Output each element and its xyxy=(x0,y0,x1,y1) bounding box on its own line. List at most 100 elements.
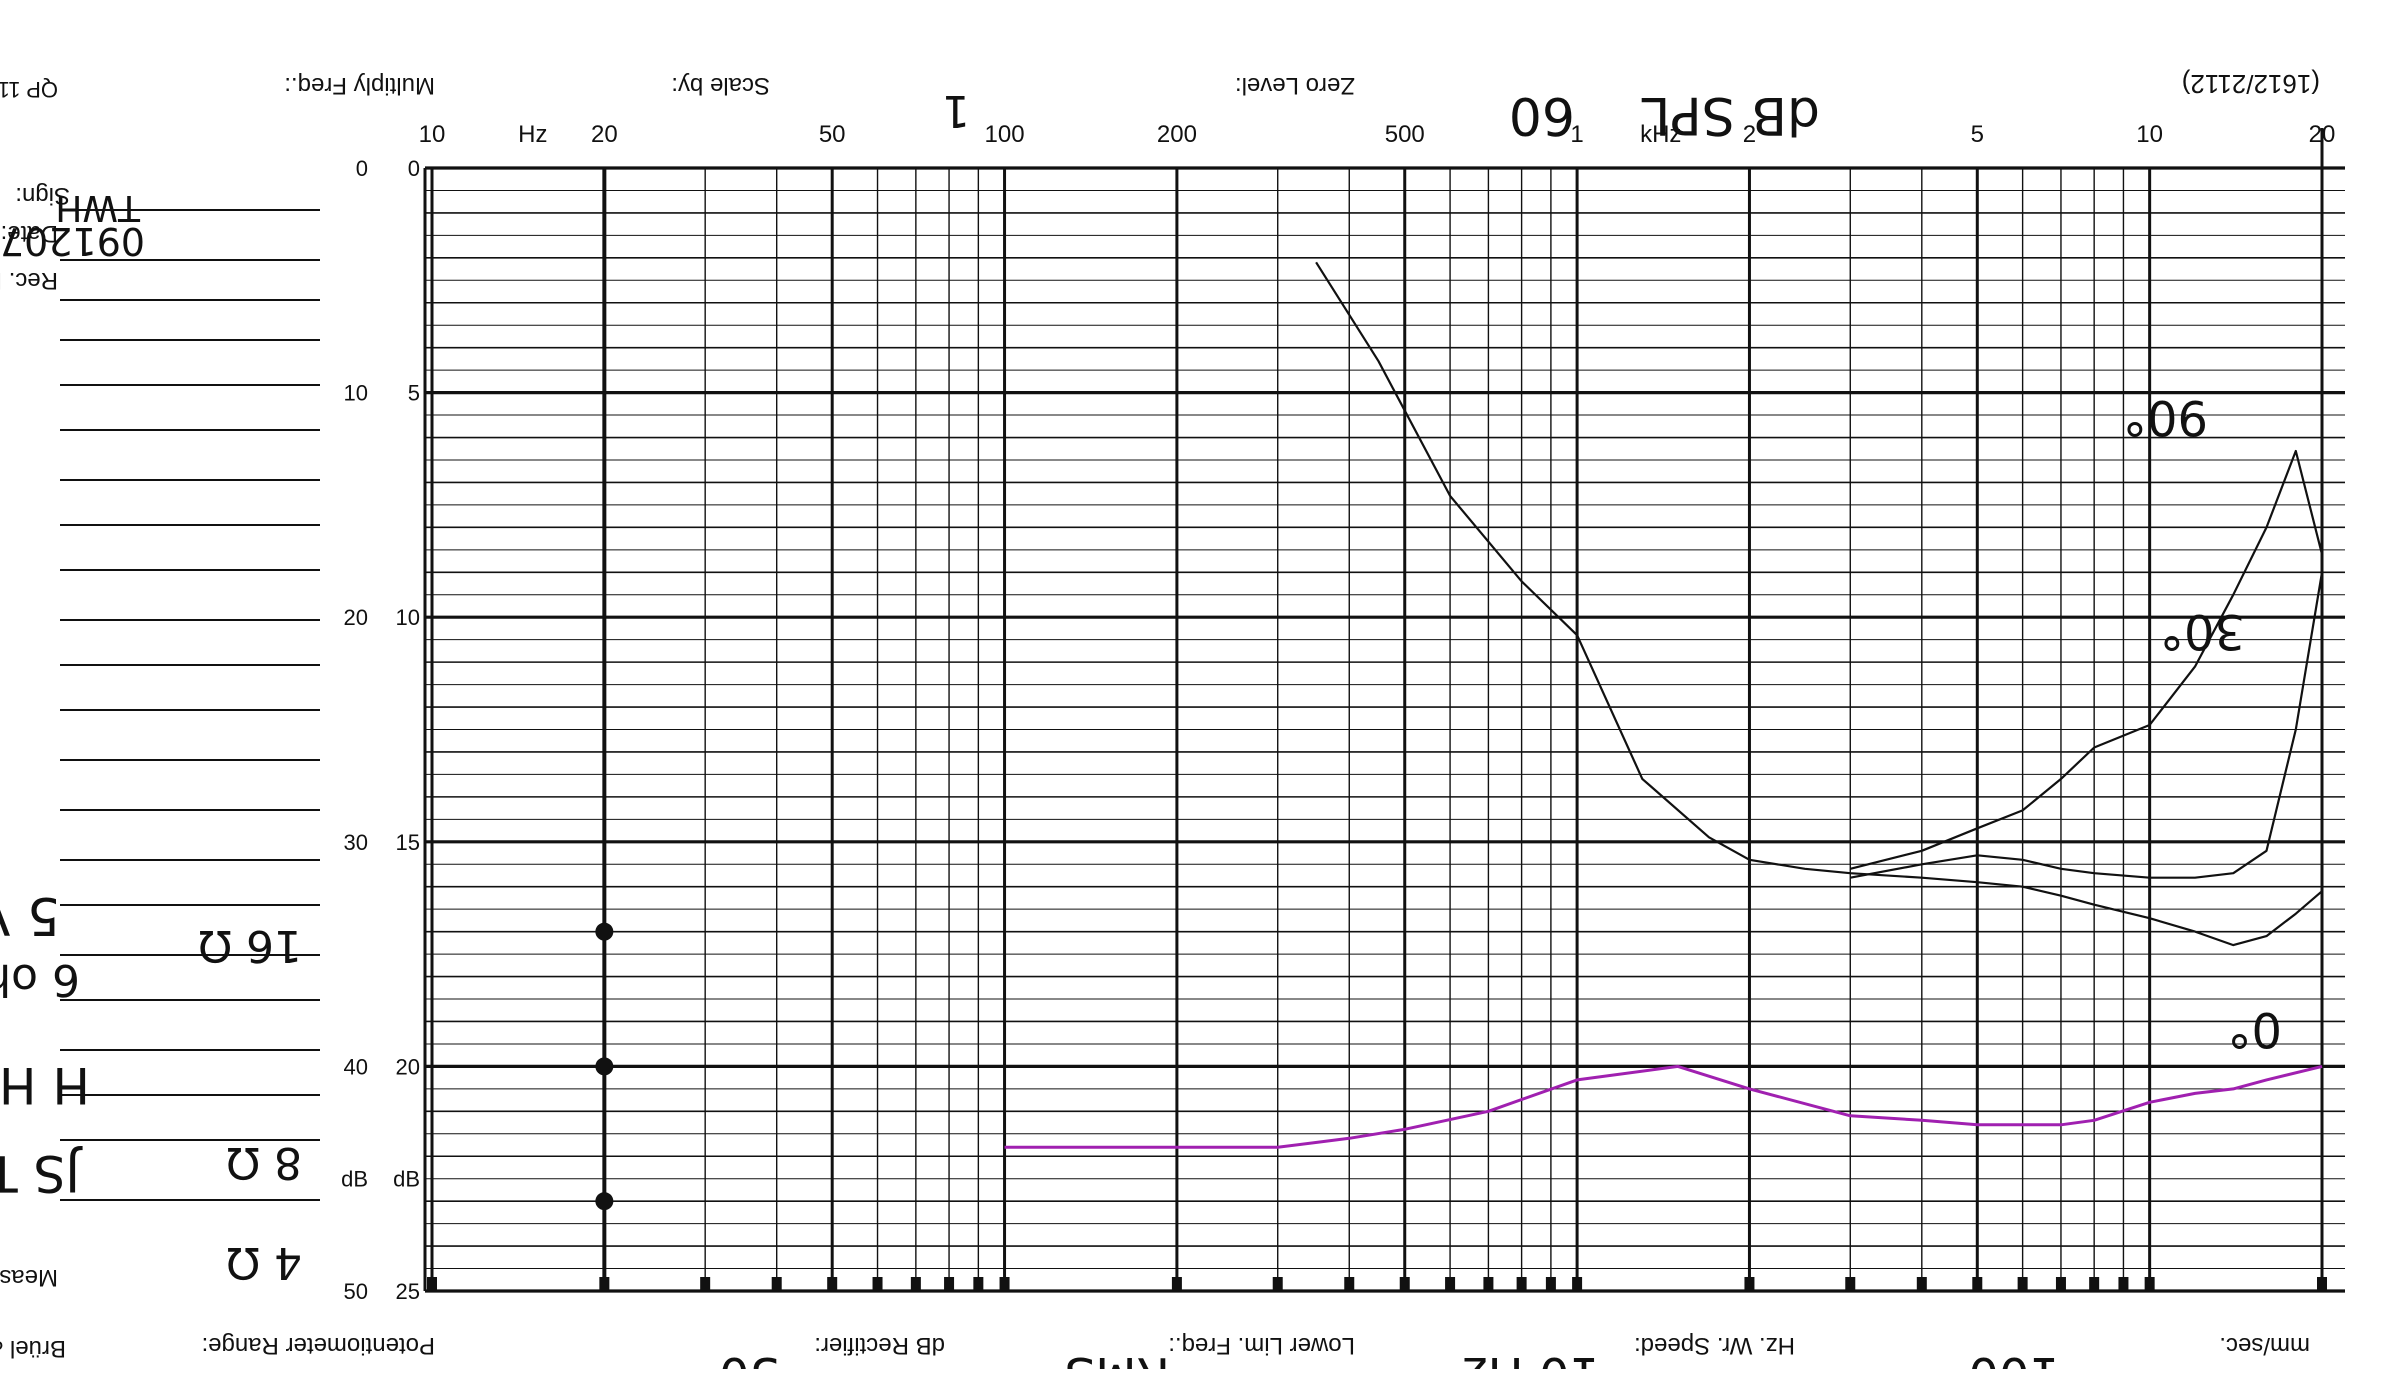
tick-mark xyxy=(1399,1277,1410,1291)
note-volts: 5 VOLTS xyxy=(0,885,60,945)
rec-no-label: Rec. No.: xyxy=(0,267,58,294)
y-right-tick-label: 15 xyxy=(396,830,420,855)
note-hhsf: H HSF xyxy=(0,1056,90,1114)
tick-mark xyxy=(872,1277,883,1291)
tick-mark xyxy=(944,1277,955,1291)
tick-mark xyxy=(1445,1277,1456,1291)
annotation-4ohm: 4 Ω xyxy=(226,1237,302,1288)
tick-mark xyxy=(1344,1277,1355,1291)
curve-annotations: 90° 30° 0° 16 Ω 8 Ω 4 Ω xyxy=(198,389,2282,1288)
tick-mark xyxy=(1972,1277,1983,1291)
x-tick-label: 5 xyxy=(1971,121,1984,148)
y-right-tick-label: dB xyxy=(393,1167,420,1192)
x-tick-label: 2 xyxy=(1743,121,1756,148)
y-right-tick-label: 10 xyxy=(396,605,420,630)
tick-mark xyxy=(1272,1277,1283,1291)
x-tick-label: 1 xyxy=(1570,121,1583,148)
y-left-tick-label: 40 xyxy=(344,1054,368,1079)
y-left-tick-label: dB xyxy=(341,1167,368,1192)
tick-mark xyxy=(427,1277,437,1291)
tick-mark xyxy=(2017,1277,2028,1291)
y-right-tick-label: 25 xyxy=(396,1279,420,1304)
x-tick-label: 200 xyxy=(1157,121,1197,148)
x-tick-label: Hz xyxy=(518,121,547,148)
scale-by-value: 1 xyxy=(942,85,970,136)
maker-label: Brüel & Kjær xyxy=(0,1335,66,1362)
tick-mark xyxy=(599,1277,610,1291)
lower-lim-value: 10 Hz xyxy=(1462,1346,1600,1369)
y-left-tick-label: 0 xyxy=(356,156,368,181)
lower-lim-label: Lower Lim. Freq.: xyxy=(1168,1332,1355,1359)
y-left-tick-label: 50 xyxy=(344,1279,368,1304)
x-tick-label: 10 xyxy=(2136,121,2163,148)
minor-gridlines xyxy=(425,168,2345,1291)
annotation-30deg: 30° xyxy=(2160,603,2245,659)
left-panel-rules xyxy=(60,209,320,1201)
tick-mark xyxy=(771,1277,782,1291)
series-line-impedance xyxy=(1004,1064,2323,1149)
y-tick-labels: 0 10 20 30 40 dB 50 0 5 10 15 20 dB 25 xyxy=(341,156,420,1304)
db-rect-label: dB Rectifier: xyxy=(814,1332,945,1359)
tick-mark xyxy=(2317,1277,2327,1291)
x-tick-labels: 10 Hz 20 50 100 200 500 1 kHz 2 5 10 20 xyxy=(419,121,2336,148)
y-left-tick-label: 20 xyxy=(344,605,368,630)
measuring-object-label: Measuring Object xyxy=(0,1264,58,1291)
y-right-tick-label: 5 xyxy=(408,381,420,406)
y-left-tick-label: 30 xyxy=(344,830,368,855)
x-tick-label: 20 xyxy=(591,121,618,148)
annotation-16ohm: 16 Ω xyxy=(198,920,302,971)
sign-value: TWH xyxy=(55,187,141,228)
annotation-90deg: 90° xyxy=(2123,389,2208,445)
paper-speed-label: Hz. Wr. Speed: xyxy=(1634,1332,1795,1359)
x-tick-label: 50 xyxy=(819,121,846,148)
tick-mark xyxy=(1572,1277,1583,1291)
y-left-tick-label: 10 xyxy=(344,381,368,406)
multiply-freq-label: Multiply Freq.: xyxy=(284,72,435,99)
tick-mark xyxy=(827,1277,838,1291)
bottom-tick-marks xyxy=(427,1277,2327,1291)
x-tick-label: 100 xyxy=(985,121,1025,148)
reference-points xyxy=(595,922,614,1211)
tick-mark xyxy=(1744,1277,1755,1291)
zero-level-unit: dB SPL xyxy=(1641,85,1820,145)
reference-point xyxy=(595,922,614,941)
rotated-header-block: QP 1124 Multiply Freq.: Scale by: 1 Zero… xyxy=(0,69,2320,1362)
pot-range-value: 50 xyxy=(719,1346,780,1369)
tick-mark xyxy=(1916,1277,1927,1291)
series-line-0deg xyxy=(1315,261,2323,947)
x-tick-label: 20 xyxy=(2309,121,2336,148)
tick-mark xyxy=(1483,1277,1494,1291)
annotation-8ohm: 8 Ω xyxy=(226,1137,302,1188)
scale-by-label: Scale by: xyxy=(671,72,770,99)
x-tick-label: kHz xyxy=(1640,121,1681,148)
tick-mark xyxy=(1545,1277,1556,1291)
series-line-90deg xyxy=(1850,449,2324,870)
reference-point xyxy=(595,1057,614,1076)
tick-mark xyxy=(999,1277,1010,1291)
tick-mark xyxy=(1171,1277,1182,1291)
tick-mark xyxy=(700,1277,711,1291)
zero-level-value: 60 xyxy=(1509,85,1575,145)
y-right-tick-label: 0 xyxy=(408,156,420,181)
tick-mark xyxy=(1516,1277,1527,1291)
series-line-30deg xyxy=(1850,572,2324,879)
x-tick-label: 500 xyxy=(1385,121,1425,148)
tick-mark xyxy=(2089,1277,2100,1291)
tick-mark xyxy=(2118,1277,2129,1291)
tick-mark xyxy=(1845,1277,1856,1291)
zero-level-label: Zero Level: xyxy=(1235,72,1355,99)
tick-mark xyxy=(2144,1277,2155,1291)
date-value: 091207 xyxy=(0,219,145,263)
paper-speed-unit: mm/sec. xyxy=(2219,1332,2310,1359)
note-ohm: 6 ohm xyxy=(0,954,80,1005)
series-layer xyxy=(1004,261,2324,1149)
date-label: Date: xyxy=(1,220,58,247)
date-code: (1612/2112) xyxy=(2182,69,2320,99)
tick-mark xyxy=(2055,1277,2066,1291)
note-jstef: JS TEF xyxy=(0,1144,83,1202)
tick-mark xyxy=(973,1277,984,1291)
tick-mark xyxy=(910,1277,921,1291)
paper-speed-value: 100 xyxy=(1968,1346,2060,1369)
y-right-tick-label: 20 xyxy=(396,1054,420,1079)
